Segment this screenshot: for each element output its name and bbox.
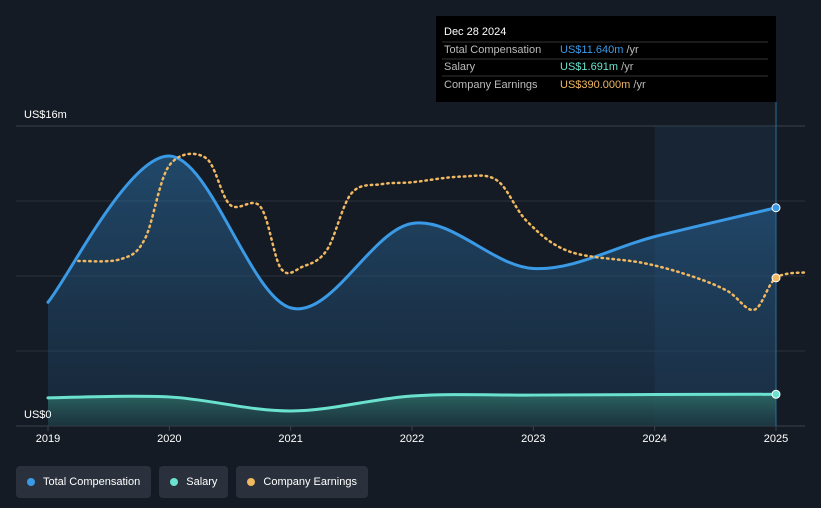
legend-item-company-earnings[interactable]: Company Earnings	[236, 466, 368, 498]
line-total-compensation	[46, 154, 778, 311]
line-salary	[46, 392, 778, 413]
x-tick-label: 2023	[521, 433, 545, 445]
y-axis-bottom-label: US$0	[24, 409, 52, 421]
marker-salary	[771, 389, 781, 399]
x-tick-label: 2021	[278, 433, 302, 445]
tooltip-label-salary: Salary	[444, 61, 476, 73]
legend-item-salary[interactable]: Salary	[159, 466, 229, 498]
y-axis-top-label: US$16m	[24, 109, 67, 121]
area-salary	[48, 394, 776, 426]
x-tick-label: 2024	[642, 433, 666, 445]
legend-label: Salary	[186, 476, 218, 488]
x-tick-label: 2019	[36, 433, 60, 445]
area-total-compensation	[48, 155, 776, 426]
line-company-earnings	[77, 152, 808, 312]
chart-legend: Total Compensation Salary Company Earnin…	[16, 466, 368, 498]
legend-label: Company Earnings	[263, 476, 357, 488]
legend-dot-icon	[27, 478, 35, 486]
tooltip-label-total-compensation: Total Compensation	[444, 44, 541, 56]
legend-label: Total Compensation	[43, 476, 141, 488]
legend-dot-icon	[247, 478, 256, 486]
tooltip-value-total-compensation: US$11.640m /yr	[560, 44, 639, 56]
x-tick-label: 2025	[764, 433, 788, 445]
legend-item-total-compensation[interactable]: Total Compensation	[16, 466, 152, 498]
tooltip-date: Dec 28 2024	[444, 26, 506, 38]
tooltip-label-company-earnings: Company Earnings	[444, 79, 538, 91]
tooltip-value-salary: US$1.691m /yr	[560, 61, 634, 73]
tooltip-value-company-earnings: US$390.000m /yr	[560, 79, 646, 91]
legend-dot-icon	[170, 478, 179, 486]
hover-tooltip: Dec 28 2024 Total Compensation US$11.640…	[436, 16, 776, 102]
marker-total-compensation	[771, 203, 781, 213]
marker-company-earnings	[771, 273, 781, 283]
x-tick-label: 2022	[400, 433, 424, 445]
x-tick-label: 2020	[157, 433, 181, 445]
